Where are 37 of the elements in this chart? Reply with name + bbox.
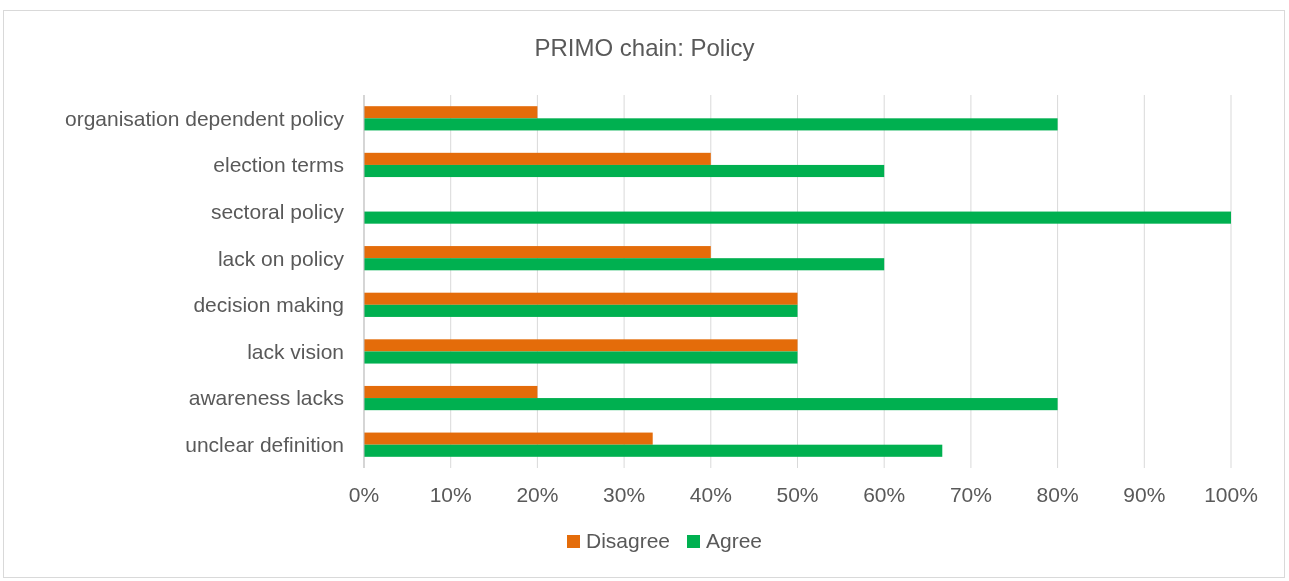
bar — [364, 398, 1058, 411]
y-tick-label: lack on policy — [217, 246, 345, 270]
y-tick-label: awareness lacks — [188, 386, 344, 410]
legend-label: Disagree — [586, 529, 671, 552]
bar — [364, 211, 1231, 224]
y-tick-label: unclear definition — [185, 433, 344, 457]
y-tick-label: organisation dependent policy — [64, 106, 345, 130]
bar — [364, 152, 711, 165]
bar — [364, 432, 653, 445]
bar — [364, 351, 798, 364]
x-tick-label: 0% — [348, 483, 380, 506]
bar — [364, 444, 943, 457]
bar — [364, 106, 538, 119]
bar — [364, 304, 798, 317]
x-tick-label: 80% — [1036, 483, 1079, 506]
bar — [364, 118, 1058, 131]
y-tick-label: lack vision — [247, 339, 344, 363]
x-tick-label: 10% — [429, 483, 472, 506]
y-tick-label: sectoral policy — [210, 199, 345, 223]
chart-title: PRIMO chain: Policy — [534, 34, 755, 61]
x-tick-label: 60% — [863, 483, 906, 506]
bar — [364, 292, 798, 305]
bar — [364, 164, 885, 178]
x-tick-label: 100% — [1204, 483, 1258, 506]
x-tick-label: 50% — [776, 483, 819, 506]
x-tick-label: 40% — [689, 483, 732, 506]
bar — [364, 258, 885, 271]
legend-label: Agree — [706, 529, 763, 552]
y-tick-label: election terms — [213, 153, 344, 177]
x-tick-label: 70% — [949, 483, 992, 506]
bar — [364, 246, 711, 259]
y-tick-label: decision making — [193, 293, 344, 317]
bar — [364, 385, 538, 399]
x-tick-label: 30% — [603, 483, 646, 506]
bar — [364, 339, 798, 352]
x-tick-label: 90% — [1123, 483, 1166, 506]
x-tick-label: 20% — [516, 483, 559, 506]
